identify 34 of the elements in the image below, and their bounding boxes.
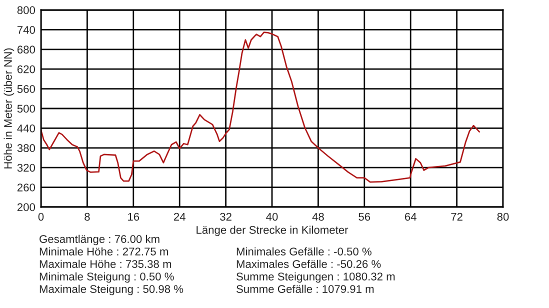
x-tick-label: 32 (220, 212, 232, 221)
text: Gesamtlänge : 76.00 km (40, 234, 160, 246)
line-series (41, 32, 480, 183)
text: Summe Gefälle : 1079.91 m (236, 284, 374, 293)
x-tick-label: 56 (358, 212, 370, 221)
x-tick-label: 80 (497, 212, 509, 221)
y-tick-label: 620 (17, 65, 36, 74)
text: Summe Steigungen : 1080.32 m (236, 272, 395, 283)
x-tick-label: 40 (266, 212, 278, 221)
x-tick-label: 48 (312, 212, 324, 221)
y-tick-label: 560 (17, 85, 36, 93)
x-axis-title: Länge der Strecke in Kilometer (196, 226, 348, 236)
x-tick-label: 16 (128, 212, 140, 221)
y-tick-label: 260 (17, 184, 36, 192)
x-tick-label: 0 (38, 212, 44, 221)
y-axis-title: Höhe in Meter (über NN) (4, 48, 14, 168)
y-tick-label: 500 (17, 104, 36, 113)
y-tick-label: 380 (17, 144, 36, 152)
y-tick-label: 740 (17, 26, 36, 34)
text: Maximale Höhe : 735.38 m (40, 260, 172, 268)
y-tick-label: 440 (17, 124, 36, 132)
text: Minimales Gefälle : -0.50 % (236, 247, 372, 256)
y-tick-label: 800 (17, 6, 36, 14)
y-tick-label: 200 (17, 203, 36, 212)
text: Minimale Steigung : 0.50 % (40, 272, 174, 283)
x-tick-label: 72 (451, 212, 462, 221)
text: Maximales Gefälle : -50.26 % (236, 260, 381, 268)
text: Maximale Steigung : 50.98 % (40, 284, 184, 296)
x-tick-label: 64 (404, 212, 416, 221)
y-tick-label: 680 (17, 46, 36, 54)
text: Minimale Höhe : 272.75 m (40, 247, 168, 256)
x-tick-label: 8 (84, 212, 90, 221)
x-tick-label: 24 (174, 212, 186, 221)
y-tick-label: 320 (17, 164, 36, 172)
